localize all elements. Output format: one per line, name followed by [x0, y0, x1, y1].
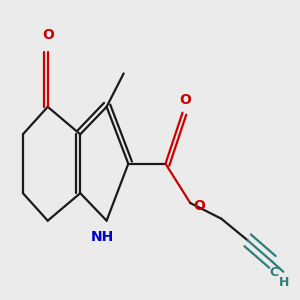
Text: O: O — [180, 93, 192, 107]
Text: NH: NH — [90, 230, 114, 244]
Text: O: O — [194, 199, 205, 213]
Text: C: C — [269, 266, 278, 279]
Text: O: O — [42, 28, 54, 42]
Text: H: H — [279, 276, 289, 289]
